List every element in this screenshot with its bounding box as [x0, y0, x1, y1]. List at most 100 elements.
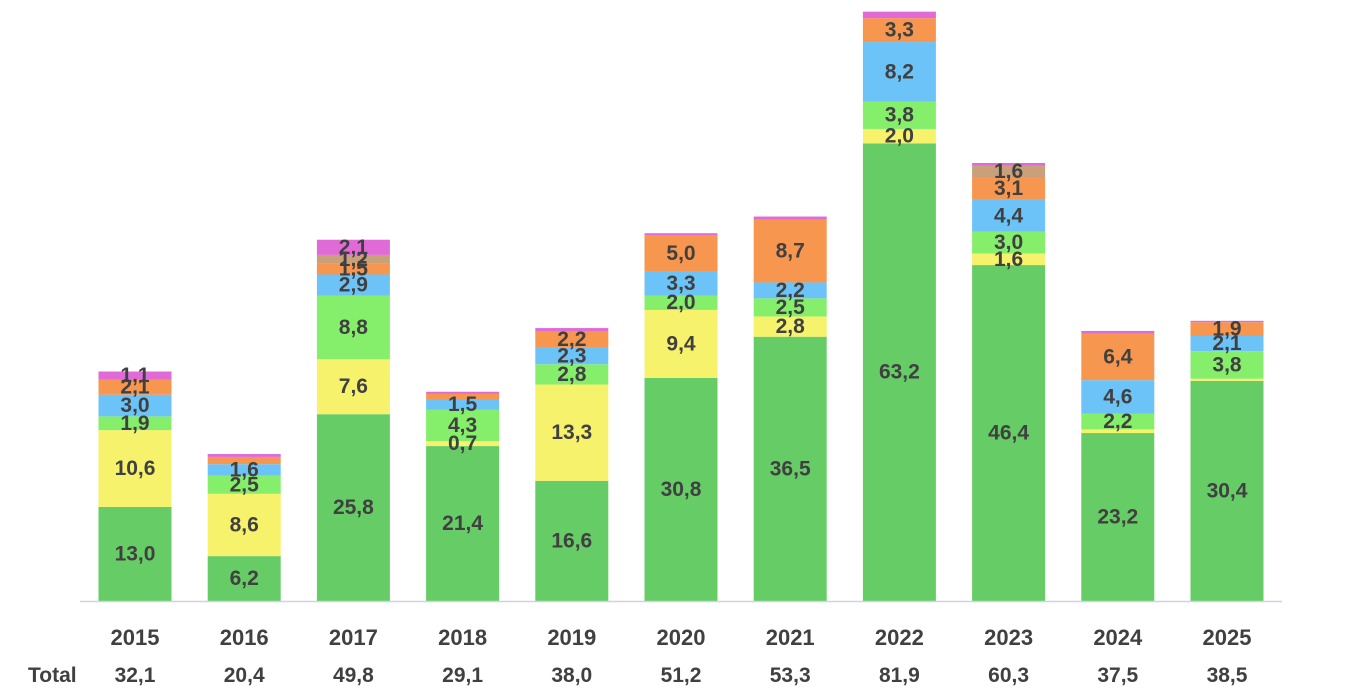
data-label-light-blue-2025: 2,1 — [1212, 332, 1242, 355]
data-label-light-blue-2022: 8,2 — [885, 60, 914, 83]
data-label-light-green-2024: 2,2 — [1103, 410, 1132, 433]
data-label-yellow-2016: 8,6 — [230, 513, 259, 536]
data-label-magenta-2015: 1,1 — [120, 364, 150, 387]
bar-segment-orange-2016 — [207, 456, 281, 465]
total-value-2021: 53,3 — [770, 664, 811, 687]
bar-segment-yellow-2025 — [1190, 378, 1264, 381]
data-label-light-blue-2020: 3,3 — [666, 272, 695, 295]
bar-segment-yellow-2021 — [753, 316, 827, 337]
data-label-green-2017: 25,8 — [333, 496, 374, 519]
data-label-green-2024: 23,2 — [1097, 506, 1138, 529]
bar-segment-green-2018 — [426, 446, 500, 601]
bar-segment-yellow-2023 — [972, 253, 1046, 266]
bar-segment-tan-2017 — [316, 254, 390, 264]
bar-segment-light-blue-2022 — [862, 42, 936, 102]
bar-segment-light-green-2019 — [535, 364, 609, 385]
bar-segment-light-green-2024 — [1081, 413, 1155, 430]
bar-segment-light-blue-2018 — [426, 399, 500, 410]
bar-segment-light-blue-2020 — [644, 271, 718, 296]
total-value-2024: 37,5 — [1097, 664, 1138, 687]
bar-segment-light-green-2015 — [98, 416, 172, 431]
segment-labels-layer: 13,010,61,93,02,11,16,28,62,51,625,87,68… — [115, 19, 1248, 590]
data-label-light-green-2018: 4,3 — [448, 414, 477, 437]
total-value-2019: 38,0 — [551, 664, 592, 687]
data-label-yellow-2018: 0,7 — [448, 432, 477, 455]
data-label-orange-2015: 2,1 — [120, 376, 150, 399]
x-tick-2017: 2017 — [329, 625, 378, 650]
total-value-2018: 29,1 — [442, 664, 483, 687]
bar-segment-green-2017 — [316, 414, 390, 601]
bar-segment-orange-2024 — [1081, 333, 1155, 381]
bar-segment-light-green-2016 — [207, 475, 281, 494]
bar-segment-yellow-2015 — [98, 430, 172, 507]
bar-segment-orange-2015 — [98, 379, 172, 395]
bar-segment-light-green-2023 — [972, 231, 1046, 254]
bar-segment-green-2024 — [1081, 433, 1155, 601]
totals-row: 32,1 20,4 49,8 29,1 38,0 51,2 53,3 81,9 60,3 37,5… — [115, 664, 1248, 687]
bar-segment-magenta-2018 — [426, 391, 500, 394]
bar-segment-green-2021 — [753, 336, 827, 601]
x-tick-2024: 2024 — [1093, 625, 1143, 650]
bar-segment-yellow-2024 — [1081, 429, 1155, 434]
bar-segment-yellow-2016 — [207, 493, 281, 557]
data-label-yellow-2017: 7,6 — [339, 375, 368, 398]
bar-segment-yellow-2018 — [426, 440, 500, 447]
data-label-light-green-2019: 2,8 — [557, 363, 587, 386]
x-tick-2015: 2015 — [111, 625, 160, 650]
bar-segment-yellow-2022 — [862, 128, 936, 144]
bar-segment-orange-2023 — [972, 177, 1046, 200]
data-label-light-green-2015: 1,9 — [120, 412, 149, 435]
bar-segment-light-blue-2016 — [207, 464, 281, 476]
total-header: Total — [28, 664, 77, 687]
bar-segment-orange-2022 — [862, 18, 936, 43]
data-label-yellow-2021: 2,8 — [776, 315, 806, 338]
x-tick-2025: 2025 — [1203, 625, 1252, 650]
bar-segment-magenta-2023 — [972, 162, 1046, 166]
bar-segment-green-2019 — [535, 480, 609, 601]
data-label-light-green-2023: 3,0 — [994, 231, 1023, 254]
bar-segment-magenta-2025 — [1190, 320, 1264, 323]
bar-segment-tan-2023 — [972, 165, 1046, 178]
bar-segment-light-green-2020 — [644, 295, 718, 310]
x-tick-2022: 2022 — [875, 625, 924, 650]
total-value-2015: 32,1 — [115, 664, 156, 687]
total-value-2023: 60,3 — [988, 664, 1029, 687]
bar-segment-light-green-2018 — [426, 409, 500, 441]
data-label-light-green-2025: 3,8 — [1212, 353, 1242, 376]
bar-segment-magenta-2019 — [535, 328, 609, 332]
data-label-light-blue-2019: 2,3 — [557, 344, 586, 367]
bar-segment-light-blue-2024 — [1081, 380, 1155, 414]
bar-segment-yellow-2019 — [535, 384, 609, 481]
data-label-green-2016: 6,2 — [230, 567, 259, 590]
bar-segment-light-green-2022 — [862, 101, 936, 129]
data-label-light-blue-2021: 2,2 — [776, 279, 805, 302]
data-label-yellow-2020: 9,4 — [666, 332, 696, 355]
data-label-light-green-2016: 2,5 — [230, 473, 260, 496]
bar-segment-orange-2018 — [426, 393, 500, 400]
bar-segment-yellow-2017 — [316, 359, 390, 415]
bar-segment-light-blue-2019 — [535, 347, 609, 365]
data-label-orange-2025: 1,9 — [1212, 318, 1241, 341]
bar-segment-green-2020 — [644, 378, 718, 601]
data-label-light-green-2017: 8,8 — [339, 316, 369, 339]
bar-segment-yellow-2020 — [644, 309, 718, 379]
data-label-yellow-2019: 13,3 — [551, 421, 592, 444]
total-value-2016: 20,4 — [224, 664, 265, 687]
data-label-orange-2020: 5,0 — [666, 242, 695, 265]
data-label-light-blue-2023: 4,4 — [994, 204, 1024, 227]
bar-segment-orange-2021 — [753, 219, 827, 283]
data-label-orange-2019: 2,2 — [557, 328, 586, 351]
bar-segment-light-green-2017 — [316, 295, 390, 360]
bar-segment-magenta-2021 — [753, 216, 827, 220]
x-tick-2019: 2019 — [547, 625, 596, 650]
x-tick-2016: 2016 — [220, 625, 269, 650]
x-tick-labels: 2015 2016 2017 2018 2019 2020 2021 2022 2023 2024… — [111, 625, 1252, 650]
data-label-orange-2024: 6,4 — [1103, 346, 1133, 369]
data-label-tan-2017: 1,2 — [339, 248, 368, 271]
bar-segment-light-blue-2015 — [98, 394, 172, 417]
data-label-tan-2023: 1,6 — [994, 160, 1023, 183]
bar-segment-green-2022 — [862, 143, 936, 601]
data-label-orange-2023: 3,1 — [994, 177, 1024, 200]
data-label-light-blue-2016: 1,6 — [230, 458, 259, 481]
data-label-green-2021: 36,5 — [770, 457, 811, 480]
